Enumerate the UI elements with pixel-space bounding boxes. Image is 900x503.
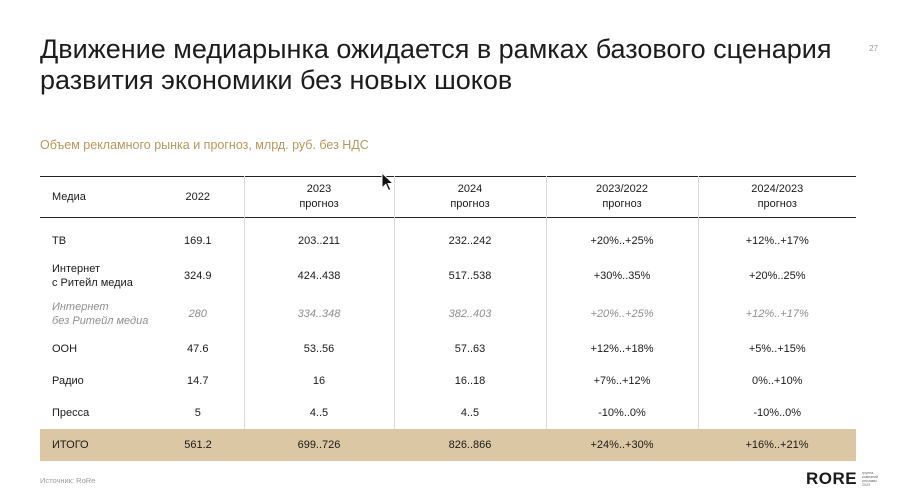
table-header-row: Медиа 2022 2023 прогноз 2024 прогноз 2023/… (40, 176, 856, 218)
cell-media: ТВ (52, 235, 67, 247)
cell-growth-2024: -10%..0% (697, 397, 856, 429)
cell-total-growth-2024: +16%..+21% (698, 429, 856, 461)
cell-growth-2023: -10%..0% (545, 397, 698, 429)
cell-growth-2023: +20%..+25% (545, 217, 698, 257)
cell-2022: 169.1 (183, 235, 212, 247)
cell-growth-2024: +12%..+17% (697, 217, 856, 257)
cell-2022: 5 (194, 407, 201, 419)
cell-2024: 57..63 (393, 333, 546, 365)
cell-2023: 334..348 (243, 295, 394, 333)
cell-2024: 232..242 (393, 217, 546, 257)
cell-2022: 14.7 (187, 375, 209, 387)
cell-growth-2024: +12%..+17% (697, 295, 856, 333)
cell-2024: 517..538 (393, 257, 546, 295)
cell-media: Пресса (52, 407, 90, 419)
slide-title: Движение медиарынка ожидается в рамках б… (40, 34, 860, 96)
cell-media: Интернет с Ритейл медиа (52, 263, 133, 289)
cell-2024: 382..403 (393, 295, 546, 333)
cell-growth-2024: +20%..25% (697, 257, 856, 295)
cell-2023: 203..211 (243, 217, 394, 257)
table-row-press: Пресса 5 4..5 4..5 -10%..0% -10%..0% (40, 397, 856, 429)
media-market-table: Медиа 2022 2023 прогноз 2024 прогноз 2023/… (40, 176, 856, 461)
table-row-internet-no-retail: Интернет без Ритейл медиа 280 334..348 38… (40, 295, 856, 333)
table-row-internet-retail: Интернет с Ритейл медиа 324.9 424..438 51… (40, 257, 856, 295)
cell-growth-2024: +5%..+15% (697, 333, 856, 365)
cell-total-growth-2023: +24%..+30% (546, 429, 698, 461)
cell-total-2024: 826..866 (394, 429, 546, 461)
cell-2024: 16..18 (393, 365, 546, 397)
title-line-1: Движение медиарынка ожидается в рамках б… (40, 34, 832, 64)
cell-2023: 4..5 (243, 397, 394, 429)
cell-growth-2023: +7%..+12% (545, 365, 698, 397)
header-media: Медиа (52, 190, 86, 203)
cell-growth-2024: 0%..+10% (697, 365, 856, 397)
title-line-2: развития экономики без новых шоков (40, 65, 513, 95)
rore-logo: RORE группа компаний рекламы 2023 (806, 469, 892, 489)
cell-media: Интернет без Ритейл медиа (52, 301, 149, 327)
cell-growth-2023: +12%..+18% (545, 333, 698, 365)
cell-2022: 47.6 (187, 343, 209, 355)
logo-wordmark: RORE (806, 469, 858, 488)
cell-media: ООН (52, 343, 78, 355)
table-row-radio: Радио 14.7 16 16..18 +7%..+12% 0%..+10% (40, 365, 856, 397)
cell-media: Радио (52, 375, 84, 387)
table-row-ooh: ООН 47.6 53..56 57..63 +12%..+18% +5%..+… (40, 333, 856, 365)
source-note: Источник: RoRe (40, 476, 96, 485)
mouse-cursor-icon (381, 172, 395, 192)
table-row-tv: ТВ 169.1 203..211 232..242 +20%..+25% +1… (40, 217, 856, 257)
cell-2024: 4..5 (393, 397, 546, 429)
cell-2022: 280 (188, 308, 207, 320)
cell-total-label: ИТОГО (40, 429, 152, 461)
cell-2022: 324.9 (183, 270, 212, 282)
header-2022: 2022 (185, 190, 210, 203)
header-growth-2023: 2023/2022 прогноз (545, 176, 698, 218)
cell-growth-2023: +30%..35% (545, 257, 698, 295)
header-2024: 2024 прогноз (393, 176, 546, 218)
cell-2023: 424..438 (243, 257, 394, 295)
media-market-table-wrap: Медиа 2022 2023 прогноз 2024 прогноз 2023/… (40, 176, 856, 461)
cell-total-2023: 699..726 (244, 429, 394, 461)
table-subtitle: Объем рекламного рынка и прогноз, млрд. … (40, 138, 369, 152)
logo-tagline: группа компаний рекламы 2023 (862, 470, 879, 488)
cell-growth-2023: +20%..+25% (545, 295, 698, 333)
table-row-total: ИТОГО 561.2 699..726 826..866 +24%..+30%… (40, 429, 856, 461)
header-growth-2024: 2024/2023 прогноз (697, 176, 856, 218)
page-number: 27 (869, 44, 878, 53)
cell-2023: 16 (243, 365, 394, 397)
cell-total-2022: 561.2 (152, 429, 244, 461)
cell-2023: 53..56 (243, 333, 394, 365)
header-2023: 2023 прогноз (243, 176, 394, 218)
